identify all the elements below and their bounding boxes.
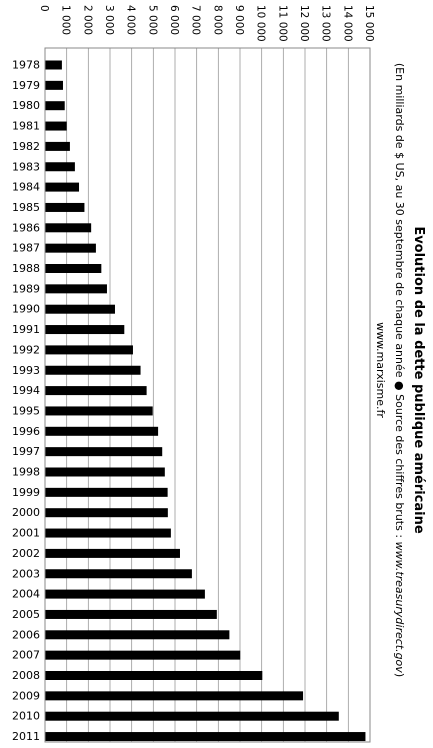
subtitle-suffix: ) [393,673,406,677]
year-label: 2003 [12,567,40,580]
bar-1997 [45,447,163,457]
year-label: 2005 [12,608,40,621]
bar-2011 [45,732,366,742]
bar-1994 [45,386,147,396]
bar-1987 [45,243,96,253]
tick-label: 14 000 [341,5,353,42]
subtitle-prefix: (En milliards de $ US, au 30 septembre d… [393,63,406,542]
year-label: 2006 [12,628,40,641]
bar-1999 [45,487,168,497]
year-label: 1980 [12,99,40,112]
bar-1984 [45,182,80,192]
tick-label: 8 000 [211,5,223,35]
bar-2002 [45,548,180,558]
year-label: 2008 [12,669,40,682]
bar-2007 [45,650,241,660]
year-label: 1999 [12,486,40,499]
tick-label: 6 000 [168,5,180,35]
year-label: 1978 [12,59,40,72]
year-label: 1987 [12,242,40,255]
year-label: 2001 [12,527,40,540]
plot-frame [44,47,371,743]
year-label: 1981 [12,120,40,133]
year-label: 1998 [12,466,40,479]
bar-2009 [45,691,304,701]
year-label: 1984 [12,181,40,194]
bar-1996 [45,426,159,436]
year-label: 1996 [12,425,40,438]
year-label: 1991 [12,323,40,336]
tick-label: 15 000 [363,5,375,42]
bar-1982 [45,141,70,151]
year-label: 1979 [12,79,40,92]
bar-1991 [45,325,125,335]
bar-2008 [45,671,263,680]
bar-1992 [45,345,133,355]
bar-2010 [45,711,339,721]
chart-subtitle: (En milliards de $ US, au 30 septembre d… [393,63,406,677]
bar-1980 [45,101,65,111]
year-label: 1994 [12,384,40,397]
tick-label: 9 000 [233,5,245,35]
tick-label: 3 000 [103,5,115,35]
year-label: 1993 [12,364,40,377]
tick-label: 13 000 [320,5,332,42]
bar-1978 [45,60,62,70]
tick-label: 4 000 [125,5,137,35]
year-label: 2002 [12,547,40,560]
year-label: 2011 [12,730,40,743]
tick-label: 1 000 [60,5,72,35]
bar-1983 [45,162,75,172]
year-label: 2009 [12,689,40,702]
bar-1979 [45,80,63,90]
tick-label: 5 000 [146,5,158,35]
year-label: 1982 [12,140,40,153]
bar-1981 [45,121,67,131]
year-label: 1983 [12,160,40,173]
bar-1986 [45,223,92,233]
bar-2000 [45,508,168,518]
tick-label: 0 [38,5,50,12]
bar-2006 [45,630,230,640]
year-label: 2000 [12,506,40,519]
year-label: 2004 [12,588,40,601]
bar-1985 [45,202,85,212]
chart-website: www.marxisme.fr [374,322,387,418]
year-label: 2007 [12,649,40,662]
year-label: 1986 [12,221,40,234]
bar-2004 [45,589,205,599]
bar-2005 [45,609,217,619]
bar-2003 [45,569,192,579]
year-label: 1992 [12,343,40,356]
bar-1990 [45,304,115,314]
tick-label: 11 000 [276,5,288,42]
bar-1998 [45,467,165,477]
tick-label: 2 000 [81,5,93,35]
year-label: 1990 [12,303,40,316]
bar-1995 [45,406,153,416]
bar-1988 [45,264,102,273]
chart-title-block: Evolution de la dette publique américain… [374,63,426,677]
year-label: 2010 [12,710,40,723]
tick-label: 7 000 [190,5,202,35]
subtitle-source: www.treasurydirect.gov [393,542,406,674]
value-tick-labels: 0 1 000 2 000 3 000 4 000 5 000 6 000 7 000 8 00… [38,5,375,42]
bar-2001 [45,528,171,538]
year-label: 1988 [12,262,40,275]
bars [45,60,366,742]
tick-label: 10 000 [255,5,267,42]
year-label: 1985 [12,201,40,214]
year-label: 1997 [12,445,40,458]
year-labels: 1978 1979 1980 1981 1982 1983 1984 1985 1986 1987… [12,59,40,744]
bar-1989 [45,284,107,294]
year-label: 1989 [12,282,40,295]
year-label: 1995 [12,404,40,417]
tick-label: 12 000 [298,5,310,42]
chart-title: Evolution de la dette publique américain… [411,226,426,534]
bar-1993 [45,365,141,375]
